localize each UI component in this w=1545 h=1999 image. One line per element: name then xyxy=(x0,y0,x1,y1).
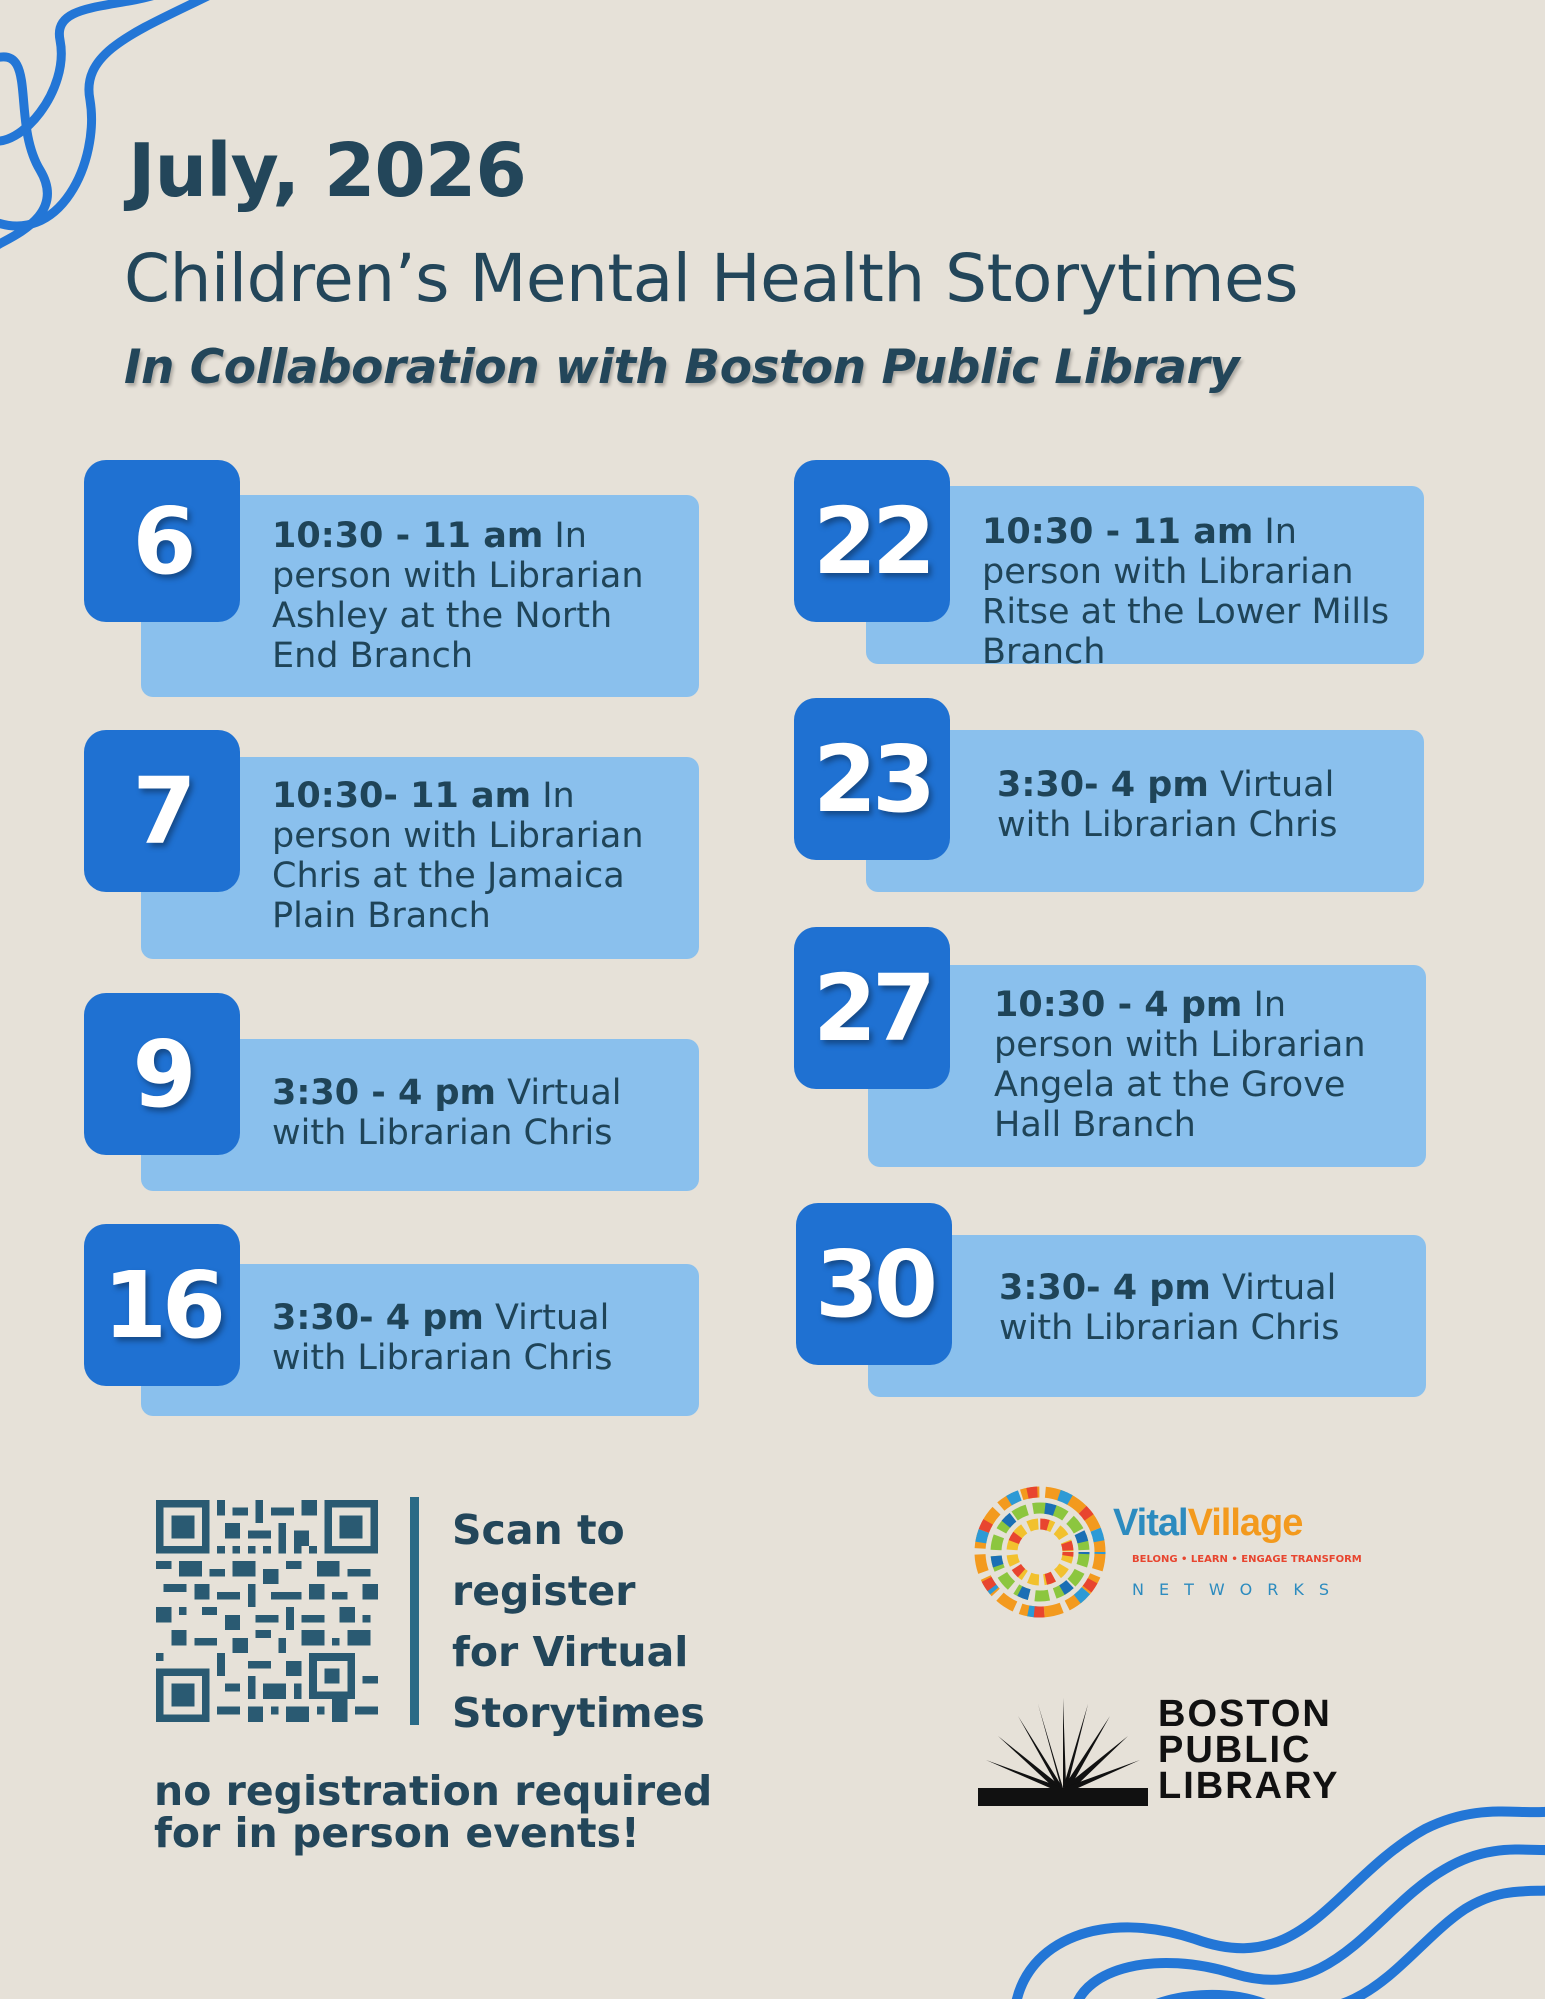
event-time: 10:30 - 4 pm xyxy=(994,985,1243,1025)
event-time: 10:30 - 11 am xyxy=(982,512,1254,552)
bpl-book-icon xyxy=(978,1698,1148,1806)
no-registration-text: no registration required for in person e… xyxy=(154,1767,713,1857)
date-badge: 27 xyxy=(794,927,950,1089)
vital-village-tagline: BELONG • LEARN • ENGAGE TRANSFORM xyxy=(1132,1554,1362,1565)
bpl-line-boston: BOSTON xyxy=(1158,1693,1332,1735)
scan-text: Scan to register for Virtual Storytimes xyxy=(452,1506,705,1737)
page-title: Children’s Mental Health Storytimes xyxy=(124,240,1299,317)
month-heading: July, 2026 xyxy=(128,128,527,214)
event-card: 9 3:30 - 4 pm Virtual with Librarian Chr… xyxy=(84,993,704,1193)
event-card: 22 10:30 - 11 am In person with Libraria… xyxy=(794,460,1424,672)
scan-instructions: Scan to register for Virtual Storytimes xyxy=(452,1500,712,1744)
date-badge: 16 xyxy=(84,1224,240,1386)
village-text: Village xyxy=(1187,1502,1304,1544)
event-description: In person with Librarian Ashley at the N… xyxy=(272,516,644,676)
bpl-line-public: PUBLIC xyxy=(1158,1729,1312,1771)
boston-public-library-logo: BOSTON PUBLIC LIBRARY xyxy=(978,1693,1358,1816)
top-left-wave-decoration xyxy=(0,0,210,249)
date-badge: 7 xyxy=(84,730,240,892)
event-time: 3:30- 4 pm xyxy=(997,765,1209,805)
date-badge: 22 xyxy=(794,460,950,622)
event-time: 10:30 - 11 am xyxy=(272,516,544,556)
date-badge: 9 xyxy=(84,993,240,1155)
date-badge: 23 xyxy=(794,698,950,860)
event-card: 27 10:30 - 4 pm In person with Librarian… xyxy=(794,927,1426,1172)
bottom-right-wave-decoration xyxy=(1012,1806,1545,1999)
bpl-line-library: LIBRARY xyxy=(1158,1765,1340,1807)
event-time: 3:30- 4 pm xyxy=(999,1268,1211,1308)
event-description: Virtual with Librarian Chris xyxy=(272,1298,613,1378)
event-card: 7 10:30- 11 am In person with Librarian … xyxy=(84,730,704,970)
no-registration-note: no registration required for in person e… xyxy=(154,1770,714,1854)
event-description: In person with Librarian Angela at the G… xyxy=(994,985,1366,1145)
vital-village-rings-icon xyxy=(974,1486,1106,1618)
page-subtitle: In Collaboration with Boston Public Libr… xyxy=(124,340,1240,395)
date-badge: 6 xyxy=(84,460,240,622)
event-description: Virtual with Librarian Chris xyxy=(997,765,1338,845)
date-badge: 30 xyxy=(796,1203,952,1365)
event-description: In person with Librarian Chris at the Ja… xyxy=(272,776,644,936)
event-description: Virtual with Librarian Chris xyxy=(272,1073,622,1153)
event-time: 3:30- 4 pm xyxy=(272,1298,484,1338)
registration-qr-code[interactable] xyxy=(156,1500,378,1722)
vital-village-logo: VitalVillage BELONG • LEARN • ENGAGE TRA… xyxy=(970,1482,1370,1622)
event-card: 6 10:30 - 11 am In person with Librarian… xyxy=(84,460,704,700)
qr-divider xyxy=(410,1497,419,1725)
event-card: 23 3:30- 4 pm Virtual with Librarian Chr… xyxy=(794,698,1424,898)
vital-text: Vital xyxy=(1113,1502,1189,1544)
event-card: 30 3:30- 4 pm Virtual with Librarian Chr… xyxy=(796,1203,1426,1403)
networks-text: NETWORKS xyxy=(1132,1580,1345,1599)
event-card: 16 3:30- 4 pm Virtual with Librarian Chr… xyxy=(84,1224,704,1424)
event-time: 10:30- 11 am xyxy=(272,776,532,816)
event-description: In person with Librarian Ritse at the Lo… xyxy=(982,512,1390,672)
event-description: Virtual with Librarian Chris xyxy=(999,1268,1340,1348)
event-time: 3:30 - 4 pm xyxy=(272,1073,497,1113)
